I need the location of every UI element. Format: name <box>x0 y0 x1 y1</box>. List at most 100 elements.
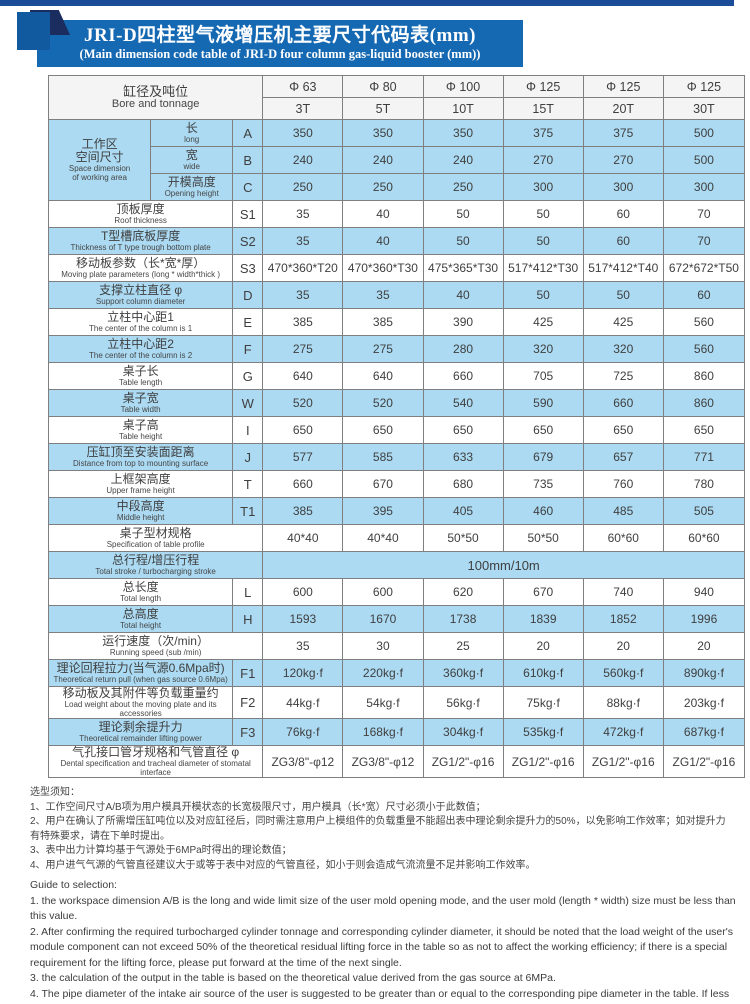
value-cell: 44kg·f <box>262 686 344 719</box>
value-cell: ZG1/2"-φ16 <box>422 745 504 778</box>
value-cell: 560 <box>662 308 746 336</box>
value-cell: 679 <box>502 443 584 471</box>
row-code: S2 <box>232 227 264 255</box>
value-cell: 304kg·f <box>422 718 504 746</box>
value-cell: 577 <box>262 443 344 471</box>
row-label: 桌子型材规格 Specification of table profile <box>47 524 264 552</box>
value-cell: 50 <box>502 227 584 255</box>
row-code: L <box>232 578 264 606</box>
table-row: 桌子型材规格 Specification of table profile 40*4… <box>47 524 746 552</box>
value-cell: 35 <box>342 281 424 309</box>
value-cell: 472kg·f <box>582 718 664 746</box>
value-cell: 425 <box>502 308 584 336</box>
row-label: 移动板参数（长*宽*厚） Moving plate parameters (lon… <box>47 254 234 282</box>
label-en: Upper frame height <box>106 486 175 495</box>
label-zh: 立柱中心距1 <box>107 310 174 324</box>
note-line-en: 3. the calculation of the output in the … <box>30 972 556 984</box>
bore-header-cell: Φ 100 <box>422 75 504 98</box>
value-cell: 660 <box>262 470 344 498</box>
value-cell: 280 <box>422 335 504 363</box>
value-cell: 640 <box>342 362 424 390</box>
bore-header-cell: Φ 125 <box>662 75 746 98</box>
value-cell: 350 <box>262 119 344 147</box>
value-cell: 250 <box>422 173 504 201</box>
row-label: 总长度 Total length <box>47 578 234 606</box>
value-cell: 425 <box>582 308 664 336</box>
value-cell: 50 <box>502 281 584 309</box>
row-group-label: 工作区 空间尺寸 Space dimension of working area <box>47 119 152 201</box>
label-zh: 总高度 <box>122 607 159 621</box>
value-cell: 50*50 <box>502 524 584 552</box>
value-cell: 600 <box>262 578 344 606</box>
value-cell: 385 <box>262 308 344 336</box>
row-label: 桌子高 Table height <box>47 416 234 444</box>
value-cell: 940 <box>662 578 746 606</box>
table-row: 理论剩余提升力 Theoretical remainder lifting pow… <box>47 718 746 746</box>
top-accent-bar <box>0 0 734 6</box>
row-label: 气孔接口管牙规格和气管直径 φ Dental specification and … <box>47 745 264 778</box>
label-zh: 中段高度 <box>116 499 165 513</box>
label-en: Table height <box>119 432 163 441</box>
table-row: 立柱中心距1 The center of the column is 1 E 385 3… <box>47 308 746 336</box>
value-cell: 203kg·f <box>662 686 746 719</box>
value-cell: 20 <box>662 632 746 660</box>
note-line-cn: 3、表中出力计算均基于气源处于6MPa时得出的理论数值； <box>30 845 292 856</box>
label-zh: 开模高度 <box>167 175 216 189</box>
value-cell: 250 <box>342 173 424 201</box>
value-cell: 50*50 <box>422 524 504 552</box>
value-cell: 375 <box>582 119 664 147</box>
row-code: F3 <box>232 718 264 746</box>
value-cell: 76kg·f <box>262 718 344 746</box>
label-en: Support column diameter <box>95 297 186 306</box>
value-cell: 25 <box>422 632 504 660</box>
banner-square-decoration <box>17 12 50 50</box>
label-zh: 工作区 空间尺寸 <box>75 137 124 164</box>
label-zh: 立柱中心距2 <box>107 337 174 351</box>
tonnage-header-cell: 5T <box>342 97 424 120</box>
value-cell: 60 <box>662 281 746 309</box>
header-row-tonnage: 3T 5T 10T 15T 20T 30T <box>49 97 746 120</box>
label-zh: 上框架高度 <box>110 472 171 486</box>
row-sublabel: 宽 wide <box>150 146 234 174</box>
value-cell: 40*40 <box>342 524 424 552</box>
value-cell: 275 <box>262 335 344 363</box>
row-code: B <box>232 146 264 174</box>
value-cell: 620 <box>422 578 504 606</box>
value-cell: 60 <box>582 200 664 228</box>
value-cell: 75kg·f <box>502 686 584 719</box>
table-row: 移动板及其附件等负载重量约 Load weight about the movin… <box>47 686 746 719</box>
label-en: Space dimension of working area <box>68 164 131 182</box>
value-cell: ZG3/8"-φ12 <box>342 745 424 778</box>
note-line-en: 2. After confirming the required turboch… <box>30 925 734 969</box>
value-cell: 633 <box>422 443 504 471</box>
table-row: 立柱中心距2 The center of the column is 2 F 275 2… <box>47 335 746 363</box>
value-cell: 60*60 <box>662 524 746 552</box>
value-cell: 1996 <box>662 605 746 633</box>
value-cell: 660 <box>582 389 664 417</box>
bore-header-cell: Φ 125 <box>502 75 584 98</box>
value-cell: 1852 <box>582 605 664 633</box>
value-cell: 725 <box>582 362 664 390</box>
row-label: 立柱中心距2 The center of the column is 2 <box>47 335 234 363</box>
value-cell: 505 <box>662 497 746 525</box>
row-code: E <box>232 308 264 336</box>
notes-cn: 选型须知： 1、工作空间尺寸A/B项为用户模具开模状态的长宽极限尺寸，用户模具（长… <box>30 786 735 873</box>
value-cell: 680 <box>422 470 504 498</box>
value-cell: 890kg·f <box>662 659 746 687</box>
label-en: Table length <box>119 378 163 387</box>
table-row: 桌子长 Table length G 640 640 660 705 725 860 <box>47 362 746 390</box>
value-cell: 360kg·f <box>422 659 504 687</box>
tonnage-header-cell: 30T <box>662 97 746 120</box>
label-en: Opening height <box>164 189 219 198</box>
value-cell: 320 <box>502 335 584 363</box>
row-label: T型槽底板厚度 Thickness of T type trough bottom… <box>47 227 234 255</box>
value-cell: 687kg·f <box>662 718 746 746</box>
value-cell: 650 <box>662 416 746 444</box>
value-cell: ZG1/2"-φ16 <box>662 745 746 778</box>
row-code: G <box>232 362 264 390</box>
notes-heading: 选型须知： <box>30 787 80 798</box>
value-cell: 50 <box>422 200 504 228</box>
note-line-en: 1. the workspace dimension A/B is the lo… <box>30 894 736 923</box>
value-cell: 395 <box>342 497 424 525</box>
value-cell: 650 <box>582 416 664 444</box>
